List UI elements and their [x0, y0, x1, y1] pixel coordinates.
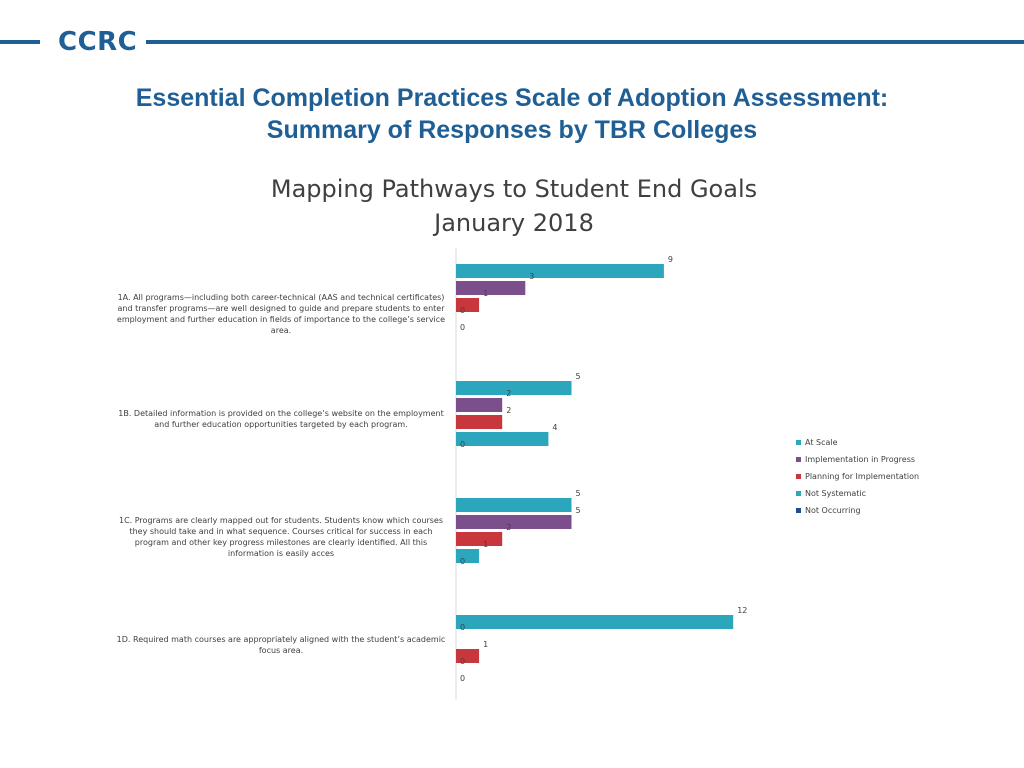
legend-item-not-occurring: Not Occurring: [796, 502, 919, 519]
data-label-not-systematic-3: 1: [483, 540, 488, 549]
data-label-not-systematic-1: 0: [460, 306, 465, 315]
data-label-at-scale-2: 5: [576, 372, 581, 381]
bar-not-systematic-3: [456, 549, 480, 563]
data-label-implementation-in-progress-2: 2: [506, 389, 511, 398]
bar-at-scale-1: [456, 264, 664, 278]
legend-swatch: [796, 440, 801, 445]
bar-planning-for-implementation-1: [456, 298, 480, 312]
data-label-not-occurring-3: 0: [460, 557, 465, 566]
slide-title-line-2: Summary of Responses by TBR Colleges: [266, 116, 758, 144]
legend-item-not-systematic: Not Systematic: [796, 485, 919, 502]
chart-legend: At Scale Implementation in Progress Plan…: [796, 434, 919, 519]
legend-label: Planning for Implementation: [805, 472, 920, 481]
legend-item-at-scale: At Scale: [796, 434, 919, 451]
ccrc-logo: CCRC: [58, 27, 138, 57]
legend-swatch: [796, 457, 801, 462]
legend-label: Not Systematic: [805, 489, 867, 498]
legend-swatch: [796, 491, 801, 496]
slide-title: Essential Completion Practices Scale of …: [60, 82, 964, 146]
header-rule-left: [0, 40, 40, 44]
data-label-at-scale-3: 5: [576, 489, 581, 498]
bar-at-scale-3: [456, 498, 572, 512]
bar-at-scale-2: [456, 381, 572, 395]
data-label-at-scale-4: 12: [737, 606, 747, 615]
data-label-not-occurring-4: 0: [460, 674, 465, 683]
category-label-1c: 1C. Programs are clearly mapped out for …: [118, 516, 443, 558]
legend-label: Implementation in Progress: [805, 455, 916, 464]
bar-implementation-in-progress-1: [456, 281, 526, 295]
chart-title-line-1: Mapping Pathways to Student End Goals: [270, 175, 758, 203]
bar-not-systematic-2: [456, 432, 549, 446]
data-label-planning-for-implementation-2: 2: [506, 406, 511, 415]
bar-at-scale-4: [456, 615, 734, 629]
data-label-planning-for-implementation-4: 1: [483, 640, 488, 649]
legend-item-implementation-in-progress: Implementation in Progress: [796, 451, 919, 468]
bar-implementation-in-progress-3: [456, 515, 572, 529]
bar-planning-for-implementation-4: [456, 649, 480, 663]
data-label-implementation-in-progress-1: 3: [529, 272, 534, 281]
bar-implementation-in-progress-2: [456, 398, 503, 412]
legend-label: At Scale: [805, 438, 838, 447]
slide-title-line-1: Essential Completion Practices Scale of …: [135, 84, 889, 112]
legend-swatch: [796, 474, 801, 479]
chart-title: Mapping Pathways to Student End Goals Ja…: [214, 172, 814, 240]
data-label-implementation-in-progress-3: 5: [576, 506, 581, 515]
category-label-1d: 1D. Required math courses are appropriat…: [116, 635, 446, 655]
legend-swatch: [796, 508, 801, 513]
bar-planning-for-implementation-2: [456, 415, 503, 429]
data-label-not-occurring-2: 0: [460, 440, 465, 449]
data-label-implementation-in-progress-4: 0: [460, 623, 465, 632]
data-label-at-scale-1: 9: [668, 255, 673, 264]
data-label-not-systematic-4: 0: [460, 657, 465, 666]
category-label-1a: 1A. All programs—including both career-t…: [116, 293, 446, 335]
data-label-planning-for-implementation-3: 2: [506, 523, 511, 532]
legend-label: Not Occurring: [805, 506, 861, 515]
data-label-planning-for-implementation-1: 1: [483, 289, 488, 298]
chart-title-line-2: January 2018: [434, 209, 594, 237]
data-label-not-systematic-2: 4: [552, 423, 557, 432]
header-rule-right: [146, 40, 1024, 44]
bar-planning-for-implementation-3: [456, 532, 503, 546]
legend-item-planning-for-implementation: Planning for Implementation: [796, 468, 919, 485]
category-label-1b: 1B. Detailed information is provided on …: [118, 409, 444, 429]
data-label-not-occurring-1: 0: [460, 323, 465, 332]
